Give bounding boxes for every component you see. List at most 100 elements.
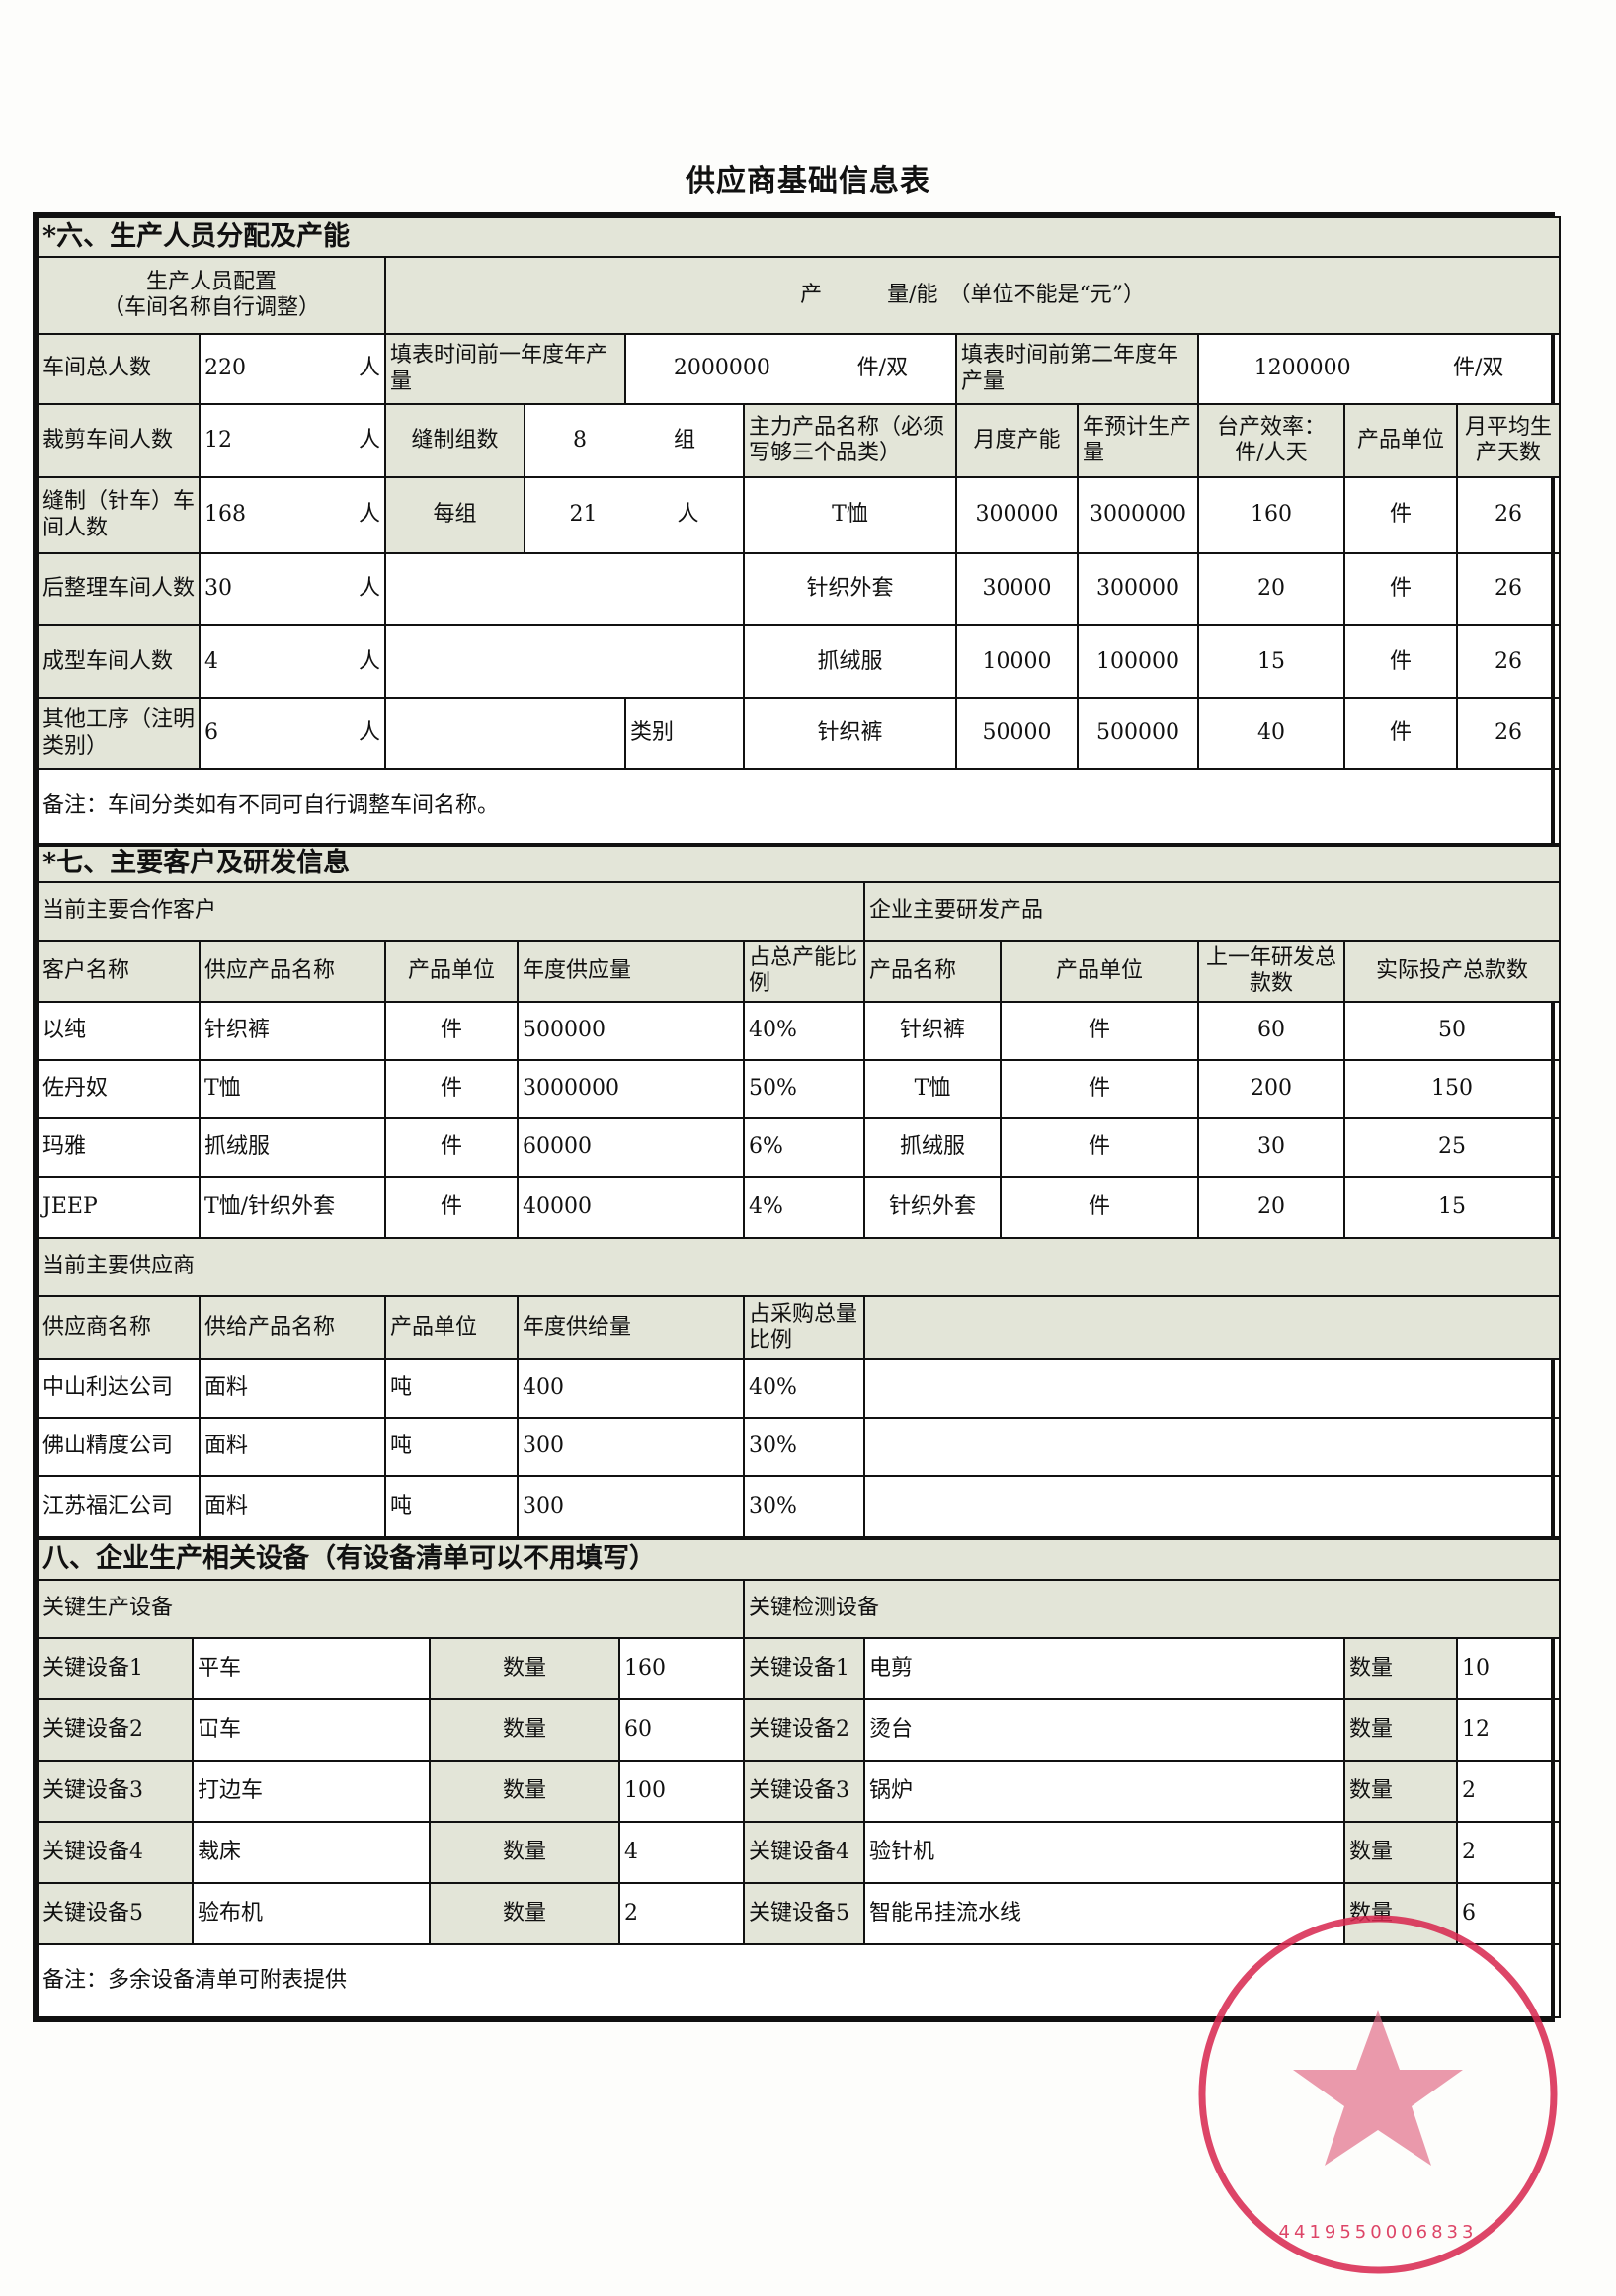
quantity-label: 数量 <box>429 1882 620 1945</box>
equipment-name: 平车 <box>192 1637 431 1700</box>
staff-header-line: 生产人员配置 <box>145 269 277 294</box>
customer-header: 供应产品名称 <box>199 940 386 1003</box>
empty-cell <box>384 552 745 626</box>
empty-cell <box>384 697 626 770</box>
table-row: 供应商名称 供给产品名称 产品单位 年度供给量 占采购总量比例 <box>37 1295 1562 1360</box>
product-cell: 500000 <box>1077 697 1199 770</box>
section-title: 八、企业生产相关设备（有设备清单可以不用填写） <box>37 1538 1561 1581</box>
cell-unit: 人 <box>358 427 380 452</box>
supplier-cell: 300 <box>517 1475 745 1538</box>
cell-value: 6 <box>204 720 218 746</box>
equipment-name: 烫台 <box>863 1698 1345 1762</box>
supplier-cell: 吨 <box>384 1417 519 1477</box>
section-8-note: 备注：多余设备清单可附表提供 <box>37 1943 1561 2018</box>
customer-cell: 50% <box>743 1059 865 1119</box>
product-cell: 15 <box>1197 624 1345 699</box>
rd-product-cell: 件 <box>1000 1059 1199 1119</box>
supplier-cell: 400 <box>517 1358 745 1419</box>
equipment-name: 验针机 <box>863 1821 1345 1884</box>
rd-product-cell: 30 <box>1197 1117 1345 1178</box>
table-row: 当前主要合作客户 企业主要研发产品 <box>37 881 1562 942</box>
cell-unit: 件/双 <box>1452 356 1504 381</box>
value-cell: 2000000 件/双 <box>624 333 957 405</box>
section-8-table: 八、企业生产相关设备（有设备清单可以不用填写） 关键生产设备 关键检测设备 关键设备1… <box>37 1538 1561 2018</box>
workshop-label: 裁剪车间人数 <box>37 403 201 478</box>
customer-cell: 件 <box>384 1176 519 1239</box>
supplier-cell: 江苏福汇公司 <box>37 1475 201 1538</box>
suppliers-title: 当前主要供应商 <box>36 1237 1562 1297</box>
table-row: 其他工序（注明类别） 6 人类别 针织裤 50000 500000 40 件 26 <box>37 697 1562 770</box>
table-row: 佛山精度公司 面料吨 300 30% <box>37 1417 1562 1477</box>
cell-unit: 人 <box>358 502 380 528</box>
product-cell: 件 <box>1343 552 1458 626</box>
table-row: 成型车间人数 4 人抓绒服 10000 100000 15 件 26 <box>37 624 1562 699</box>
equipment-name: 裁床 <box>192 1821 431 1884</box>
customer-header: 产品单位 <box>384 940 519 1003</box>
testing-equipment-title: 关键检测设备 <box>743 1579 1561 1639</box>
table-row: 八、企业生产相关设备（有设备清单可以不用填写） <box>37 1538 1561 1581</box>
product-cell: 10000 <box>955 624 1079 699</box>
cell-value: 220 <box>204 356 246 381</box>
seal-star-icon <box>1293 2010 1463 2166</box>
value-cell: 30 人 <box>199 552 386 626</box>
supplier-header: 占采购总量比例 <box>743 1295 865 1360</box>
supplier-cell: 40% <box>743 1358 865 1419</box>
rd-product-cell: 150 <box>1342 1059 1562 1119</box>
customer-cell: 3000000 <box>517 1059 745 1119</box>
equipment-name: 智能吊挂流水线 <box>863 1882 1345 1945</box>
table-row: 关键设备5 验布机 数量 2 关键设备5 智能吊挂流水线 数量 6 <box>37 1882 1561 1945</box>
product-cell: 26 <box>1455 697 1562 770</box>
section-title: *七、主要客户及研发信息 <box>36 845 1562 883</box>
value-cell: 12 人 <box>199 403 386 478</box>
cell-value: 30 <box>204 576 232 602</box>
cell-unit: 人 <box>358 356 380 381</box>
cell-value: 12 <box>204 427 232 452</box>
prev-year-output-label: 填表时间前一年度年产量 <box>384 333 626 405</box>
category-label: 类别 <box>624 697 745 770</box>
quantity-label: 数量 <box>1343 1698 1458 1762</box>
cell-unit: 人 <box>358 720 380 746</box>
supplier-cell: 吨 <box>384 1475 519 1538</box>
table-row: 生产人员配置 （车间名称自行调整）产 量/能 （单位不能是“元”） <box>37 256 1562 335</box>
table-row: 裁剪车间人数 12 人缝制组数 8 组主力产品名称（必须写够三个品类） 月度产能 年预计生产… <box>37 403 1562 478</box>
svg-text:4419550006833: 4419550006833 <box>1279 2222 1478 2243</box>
table-row: 客户名称 供应产品名称 产品单位 年度供应量 占总产能比例 产品名称 产品单位 上一年研发总款… <box>37 940 1562 1003</box>
per-group-label: 每组 <box>384 476 525 554</box>
table-row: *七、主要客户及研发信息 <box>36 845 1562 883</box>
equipment-quantity: 2 <box>1456 1760 1561 1823</box>
production-equipment-title: 关键生产设备 <box>37 1579 745 1639</box>
supplier-header: 产品单位 <box>384 1295 519 1360</box>
cell-unit: 人 <box>358 648 380 674</box>
table-row: 佐丹奴 T恤件 3000000 50% T恤件 200 150 <box>37 1059 1562 1119</box>
customer-cell: 抓绒服 <box>199 1117 386 1178</box>
equipment-label: 关键设备3 <box>37 1760 194 1823</box>
table-row: 备注：车间分类如有不同可自行调整车间名称。 <box>36 768 1562 845</box>
equipment-label: 关键设备2 <box>37 1698 194 1762</box>
product-cell: 30000 <box>955 552 1079 626</box>
table-row: JEEP T恤/针织外套件 40000 4% 针织外套件 20 15 <box>37 1176 1562 1239</box>
section-6-table: *六、生产人员分配及产能 生产人员配置 （车间名称自行调整）产 量/能 （单位不能是… <box>36 216 1562 845</box>
table-row: 关键设备3 打边车 数量 100 关键设备3 锅炉 数量 2 <box>37 1760 1561 1823</box>
equipment-quantity: 100 <box>618 1760 745 1823</box>
section-7-table: *七、主要客户及研发信息 当前主要合作客户 企业主要研发产品 客户名称 供应产品名称 产品… <box>36 845 1562 1538</box>
equipment-name: 验布机 <box>192 1882 431 1945</box>
equipment-quantity: 4 <box>618 1821 745 1884</box>
product-cell: 160 <box>1197 476 1345 554</box>
product-cell: 100000 <box>1077 624 1199 699</box>
sewing-groups-label: 缝制组数 <box>384 403 525 478</box>
cell-unit: 人 <box>358 576 380 602</box>
customer-cell: 60000 <box>517 1117 745 1178</box>
cell-value: 2000000 <box>673 356 770 381</box>
capacity-header: 产 量/能 （单位不能是“元”） <box>383 256 1562 335</box>
supplier-cell: 面料 <box>199 1417 386 1477</box>
equipment-quantity: 160 <box>618 1637 745 1700</box>
product-cell: 3000000 <box>1077 476 1199 554</box>
value-cell: 1200000 件/双 <box>1196 333 1562 405</box>
staff-config-header: 生产人员配置 （车间名称自行调整） <box>37 256 386 335</box>
empty-cell <box>862 1295 1562 1360</box>
equipment-name: 电剪 <box>863 1637 1345 1700</box>
supplier-cell: 面料 <box>199 1358 386 1419</box>
customer-header: 客户名称 <box>37 940 201 1003</box>
customer-cell: 4% <box>743 1176 865 1239</box>
